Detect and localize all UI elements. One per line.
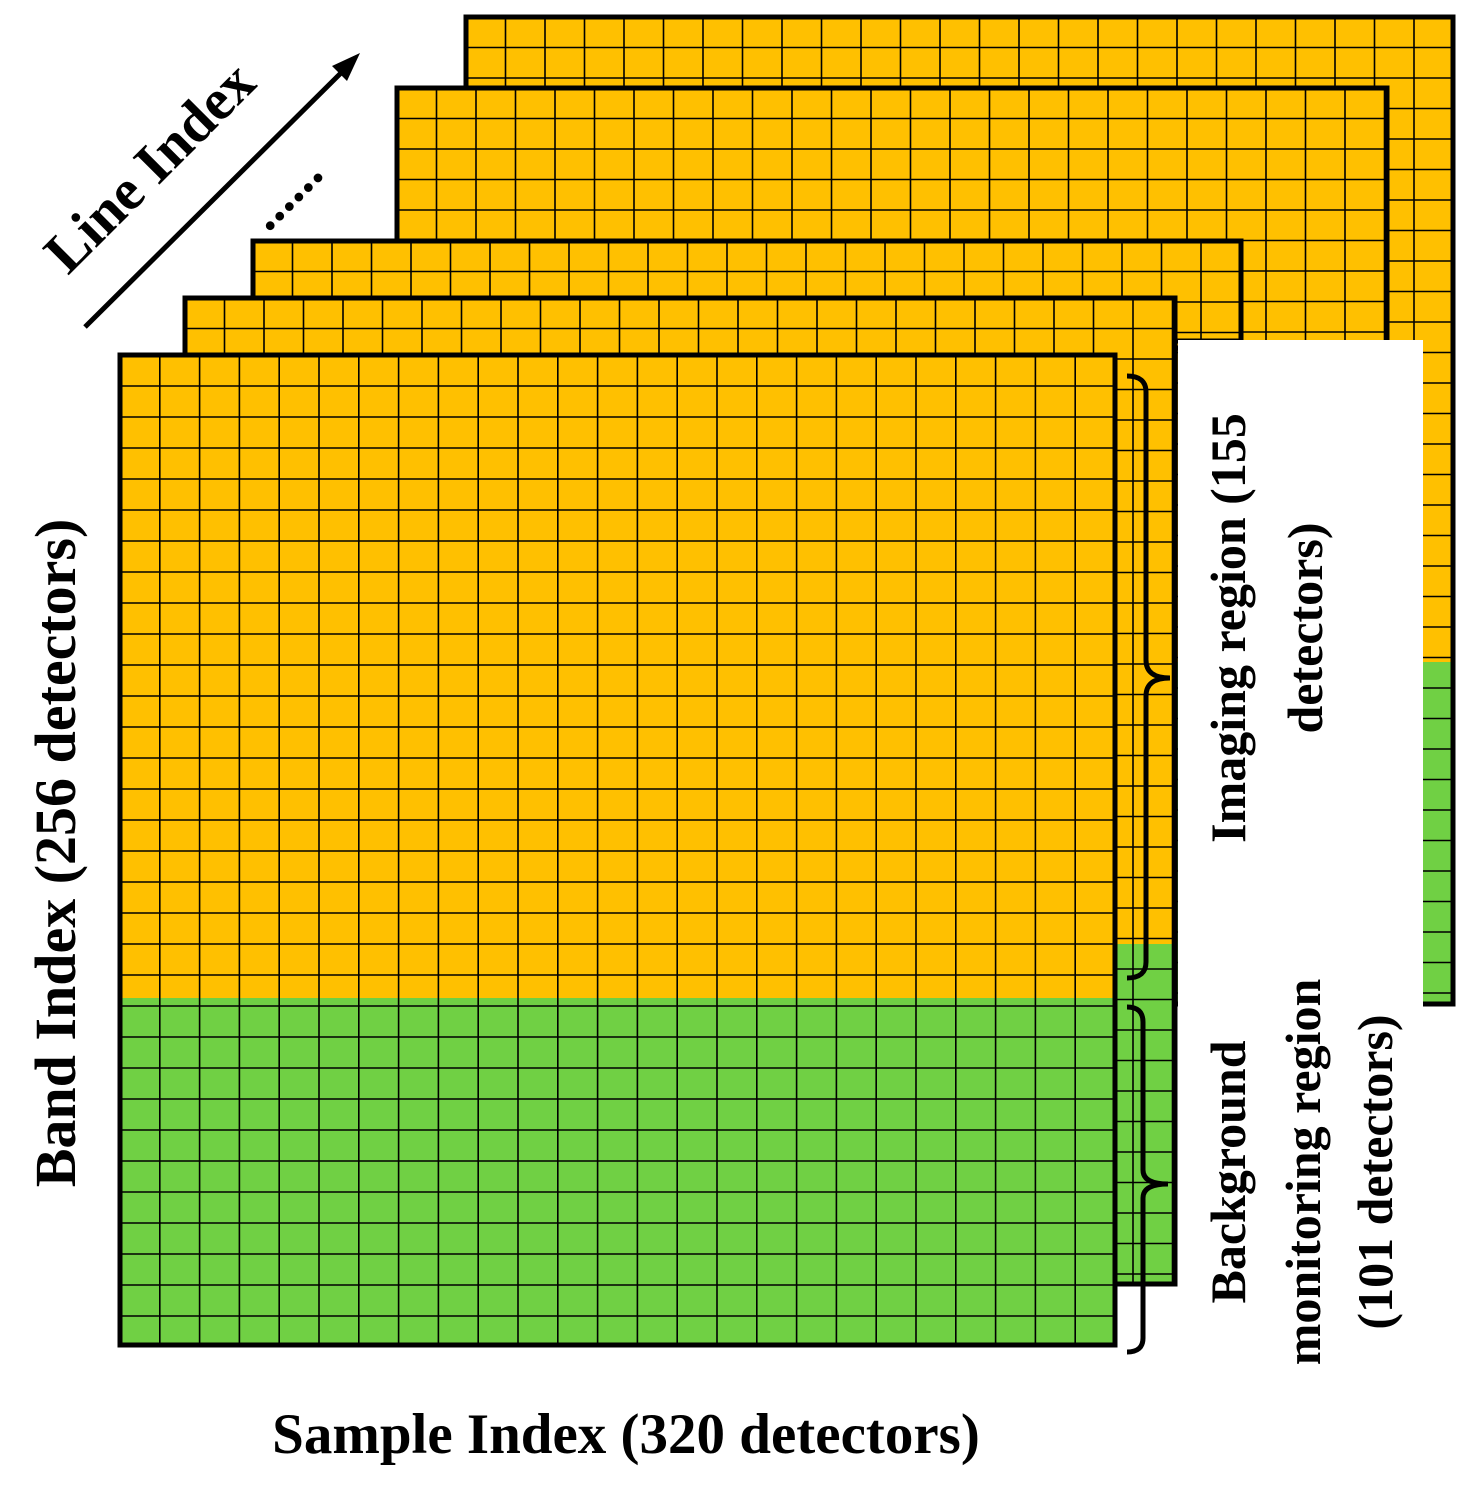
imaging-region-label-line2: detectors): [1277, 523, 1333, 734]
background-region-bracket: [1126, 1004, 1169, 1355]
imaging-region-fill: [120, 355, 1115, 998]
background-region-fill: [120, 998, 1115, 1345]
background-region-label-line1: Background: [1200, 1040, 1256, 1303]
detector-grid: [120, 355, 1115, 1345]
label-mask: [1178, 340, 1423, 1340]
imaging-region-bracket: [1126, 373, 1171, 981]
ellipsis-dots: ......: [234, 142, 334, 242]
sample-index-label: Sample Index (320 detectors): [272, 1403, 980, 1466]
detector-grid: [253, 241, 1241, 341]
line-index-label: Line Index: [31, 49, 267, 285]
arrowhead-icon: [332, 53, 360, 81]
frame-front: [117, 352, 1118, 1348]
imaging-region-label-line1: Imaging region (155: [1200, 413, 1256, 843]
band-index-label: Band Index (256 detectors): [23, 519, 88, 1188]
line-index-arrow: [83, 62, 352, 329]
background-region-label-line2: monitoring region: [1275, 979, 1331, 1366]
background-region-label-line3: (101 detectors): [1347, 1014, 1403, 1329]
frame-border: [117, 352, 1118, 1348]
